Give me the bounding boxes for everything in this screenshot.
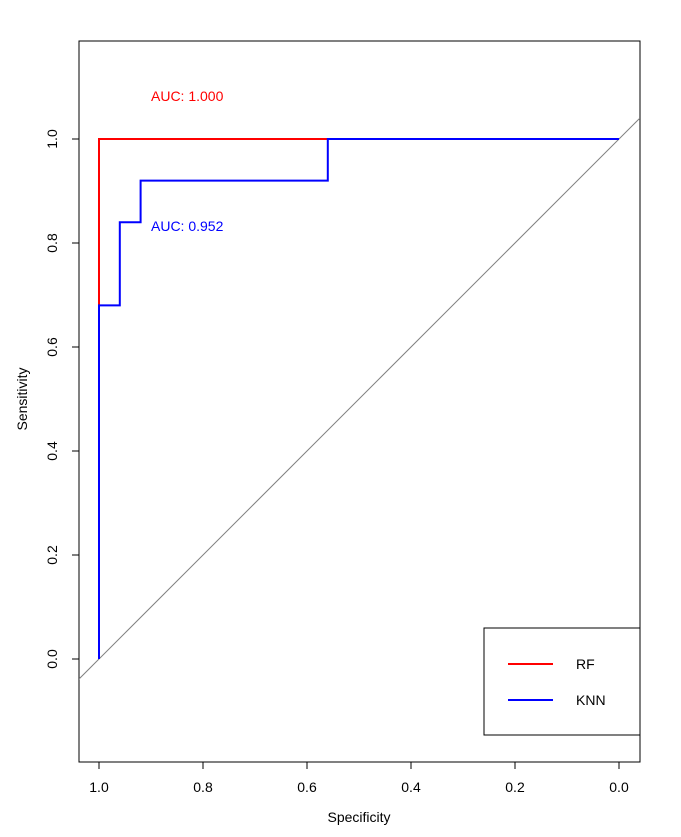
y-tick-label-4: 0.8 (44, 233, 60, 253)
legend-label-rf: RF (576, 656, 595, 672)
auc-label-rf: AUC: 1.000 (151, 88, 224, 104)
y-tick-label-1: 0.2 (44, 545, 60, 565)
series-layer (98, 138, 619, 659)
y-tick-label-5: 1.0 (44, 129, 60, 149)
x-tick-label-5: 0.0 (609, 779, 629, 795)
legend: RF KNN (483, 627, 641, 736)
reference-diagonal-line (79, 117, 640, 680)
y-tick-label-0: 0.0 (44, 649, 60, 669)
y-tick-label-3: 0.6 (44, 337, 60, 357)
legend-box (483, 627, 641, 736)
x-tick-label-4: 0.2 (505, 779, 525, 795)
y-axis: 0.0 0.2 0.4 0.6 0.8 1.0 (44, 129, 80, 669)
x-tick-label-1: 0.8 (193, 779, 213, 795)
roc-curve-knn (98, 138, 619, 659)
x-tick-label-2: 0.6 (297, 779, 317, 795)
x-axis-title: Specificity (327, 809, 390, 825)
x-axis: 1.0 0.8 0.6 0.4 0.2 0.0 (89, 761, 629, 795)
y-tick-label-2: 0.4 (44, 441, 60, 461)
x-tick-label-0: 1.0 (89, 779, 109, 795)
auc-label-knn: AUC: 0.952 (151, 218, 224, 234)
legend-label-knn: KNN (576, 692, 606, 708)
x-tick-label-3: 0.4 (401, 779, 421, 795)
y-axis-title: Sensitivity (14, 367, 30, 430)
